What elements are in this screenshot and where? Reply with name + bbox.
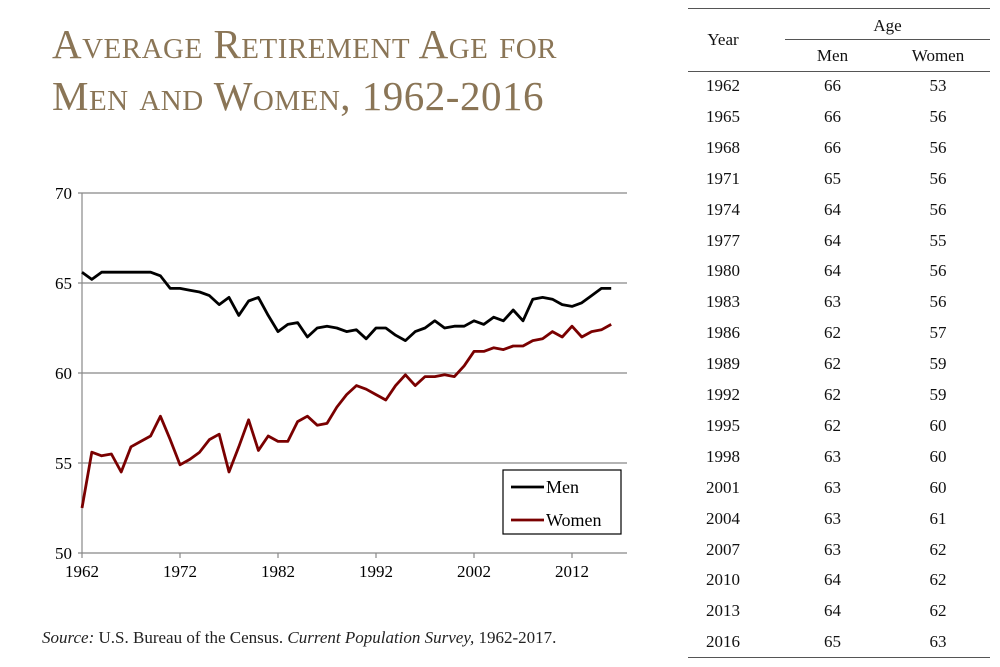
y-tick-label: 55	[55, 454, 72, 473]
cell-year: 2004	[706, 508, 740, 528]
x-tick-label: 2002	[457, 562, 491, 581]
cell-women: 56	[929, 106, 947, 126]
cell-women: 57	[929, 323, 947, 343]
legend-box	[502, 469, 622, 535]
cell-women: 56	[929, 137, 947, 157]
y-tick-label: 70	[55, 184, 72, 203]
cell-men: 62	[824, 323, 841, 343]
cell-year: 2007	[706, 539, 740, 559]
cell-year: 1998	[706, 446, 740, 466]
cell-year: 1986	[706, 323, 740, 343]
cell-men: 66	[824, 137, 841, 157]
cell-men: 63	[824, 477, 841, 497]
cell-men: 64	[824, 230, 841, 250]
cell-men: 66	[824, 76, 841, 95]
cell-women: 55	[929, 230, 947, 250]
cell-women: 59	[929, 354, 947, 374]
source-label: Source:	[42, 628, 95, 647]
title-line-1: Average Retirement Age for	[52, 21, 558, 67]
cell-men: 64	[824, 199, 841, 219]
cell-women: 62	[929, 539, 947, 559]
cell-men: 63	[824, 539, 841, 559]
y-tick-label: 65	[55, 274, 72, 293]
cell-men: 62	[824, 385, 841, 404]
title-line-2: Men and Women, 1962-2016	[52, 73, 544, 119]
cell-year: 1989	[706, 354, 740, 374]
cell-women: 56	[929, 261, 947, 281]
cell-men: 63	[824, 292, 841, 312]
x-tick-label: 1972	[163, 562, 197, 581]
cell-women: 59	[929, 385, 947, 404]
cell-women: 62	[929, 601, 947, 621]
header-age: Age	[873, 16, 902, 35]
line-chart: 50 55 60 65 70 1962 1972 1982 1992 2002 2012 Men Wom…	[55, 184, 627, 581]
cell-women: 56	[929, 199, 947, 219]
cell-year: 1965	[706, 106, 740, 126]
cell-women: 60	[929, 477, 947, 497]
source-years: 1962-2017.	[474, 628, 557, 647]
cell-year: 1971	[706, 168, 740, 188]
legend-label: Men	[546, 477, 579, 497]
cell-women: 56	[929, 168, 947, 188]
legend-label: Women	[546, 510, 602, 530]
y-tick-label: 60	[55, 364, 72, 383]
cell-men: 62	[824, 415, 841, 435]
cell-women: 63	[929, 632, 947, 652]
cell-men: 65	[824, 632, 841, 652]
cell-men: 64	[824, 261, 841, 281]
x-tick-label: 1992	[359, 562, 393, 581]
cell-men: 63	[824, 508, 841, 528]
header-rule	[688, 71, 990, 72]
cell-year: 1962	[706, 76, 740, 95]
x-tick-label: 1982	[261, 562, 295, 581]
cell-year: 1992	[706, 385, 740, 404]
cell-year: 2016	[706, 632, 740, 652]
cell-women: 62	[929, 570, 947, 590]
source-note: Source: U.S. Bureau of the Census. Curre…	[42, 628, 556, 648]
header-women: Women	[911, 46, 965, 65]
cell-year: 1980	[706, 261, 740, 281]
cell-men: 62	[824, 354, 841, 374]
chart-title: Average Retirement Age for Men and Women…	[52, 18, 652, 122]
age-rule	[785, 39, 990, 40]
header-year: Year	[707, 30, 739, 49]
table-top-rule	[688, 8, 990, 9]
x-tick-label: 1962	[65, 562, 99, 581]
cell-year: 1968	[706, 137, 740, 157]
cell-men: 64	[824, 570, 841, 590]
cell-men: 64	[824, 601, 841, 621]
cell-year: 2001	[706, 477, 740, 497]
cell-women: 60	[929, 446, 947, 466]
x-tick-label: 2012	[555, 562, 589, 581]
cell-year: 1977	[706, 230, 740, 250]
cell-men: 66	[824, 106, 841, 126]
series-line-women	[80, 323, 612, 509]
cell-women: 56	[929, 292, 947, 312]
source-publication: Current Population Survey,	[287, 628, 475, 647]
series-line-men	[81, 270, 612, 343]
cell-women: 60	[929, 415, 947, 435]
cell-year: 2013	[706, 601, 740, 621]
table-bottom-rule	[688, 657, 990, 658]
cell-women: 61	[929, 508, 947, 528]
cell-women: 53	[929, 76, 947, 95]
cell-year: 1995	[706, 415, 740, 435]
y-tick-label: 50	[55, 544, 72, 563]
source-text: U.S. Bureau of the Census.	[94, 628, 288, 647]
cell-year: 1974	[706, 199, 740, 219]
header-men: Men	[816, 46, 849, 65]
cell-year: 2010	[706, 570, 740, 590]
cell-year: 1983	[706, 292, 740, 312]
cell-men: 63	[824, 446, 841, 466]
cell-men: 65	[824, 168, 841, 188]
